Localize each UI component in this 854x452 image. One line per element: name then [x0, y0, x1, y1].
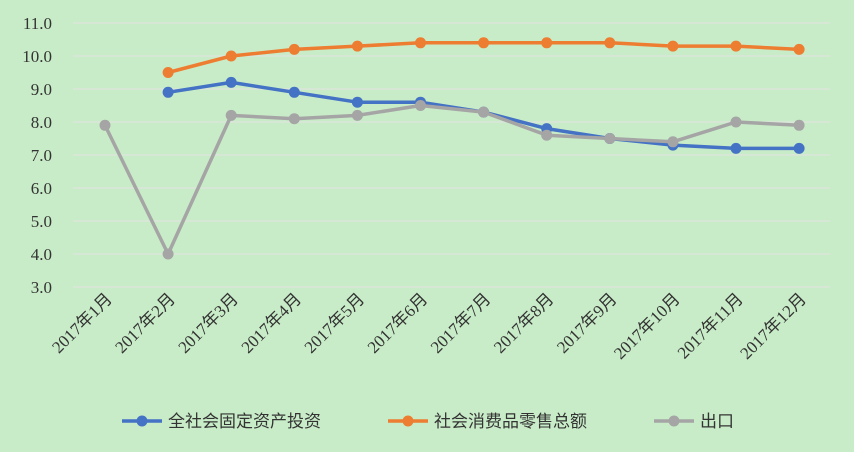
x-tick-label: 2017年7月	[427, 289, 495, 357]
data-point	[793, 119, 805, 131]
data-point	[604, 133, 616, 144]
y-tick-label: 5.0	[31, 212, 52, 231]
y-tick-label: 10.0	[22, 47, 52, 66]
series-2	[162, 37, 805, 78]
data-point	[225, 109, 237, 121]
x-tick-label: 2017年11月	[674, 289, 747, 362]
data-point	[478, 37, 490, 49]
legend-marker	[668, 415, 680, 427]
data-point	[351, 109, 363, 121]
y-axis: 3.0 4.0 5.0 6.0 7.0 8.0 9.0 10.0 11.0	[22, 14, 52, 297]
data-point	[667, 40, 679, 52]
data-point	[99, 119, 111, 131]
legend: 全社会固定资产投资 社会消费品零售总额 出口	[122, 412, 734, 431]
legend-item: 出口	[654, 412, 734, 431]
data-point	[162, 86, 174, 98]
x-tick-label: 2017年2月	[111, 289, 179, 357]
data-point	[541, 37, 553, 49]
series-lines	[99, 37, 805, 260]
data-point	[351, 96, 363, 108]
series-line	[103, 103, 800, 256]
data-point	[730, 40, 742, 52]
data-point	[415, 100, 426, 111]
data-point	[793, 43, 805, 55]
data-point	[541, 129, 553, 141]
series-3	[99, 100, 805, 260]
data-point	[478, 106, 490, 118]
x-tick-label: 2017年8月	[490, 289, 558, 357]
y-tick-label: 9.0	[31, 80, 52, 99]
data-point	[667, 136, 679, 148]
x-tick-label: 2017年3月	[174, 289, 242, 357]
y-tick-label: 6.0	[31, 179, 52, 198]
data-point	[415, 37, 426, 49]
data-point	[793, 142, 805, 154]
gridlines	[73, 22, 830, 288]
x-tick-label: 2017年12月	[736, 289, 810, 363]
x-tick-label: 2017年1月	[48, 289, 116, 357]
legend-marker	[402, 415, 414, 427]
y-tick-label: 4.0	[31, 245, 52, 264]
legend-marker	[136, 415, 148, 427]
y-tick-label: 7.0	[31, 146, 52, 165]
data-point	[351, 40, 363, 52]
x-tick-label: 2017年5月	[301, 289, 369, 357]
data-point	[288, 86, 300, 98]
data-point	[225, 50, 237, 62]
legend-item: 全社会固定资产投资	[122, 412, 321, 431]
y-tick-label: 3.0	[31, 278, 52, 297]
legend-label: 社会消费品零售总额	[434, 412, 587, 431]
legend-label: 出口	[700, 412, 734, 431]
data-point	[162, 67, 174, 78]
x-tick-label: 2017年6月	[364, 289, 432, 357]
data-point	[604, 37, 616, 49]
y-tick-label: 11.0	[23, 14, 52, 33]
legend-item: 社会消费品零售总额	[388, 412, 587, 431]
data-point	[162, 248, 174, 260]
data-point	[730, 142, 742, 154]
data-point	[288, 43, 300, 55]
x-tick-label: 2017年10月	[610, 289, 684, 363]
x-tick-label: 2017年4月	[238, 289, 306, 357]
y-tick-label: 8.0	[31, 113, 52, 132]
legend-label: 全社会固定资产投资	[168, 412, 321, 431]
data-point	[288, 113, 300, 125]
data-point	[730, 116, 742, 128]
x-axis: 2017年1月2017年2月2017年3月2017年4月2017年5月2017年…	[48, 289, 810, 363]
data-point	[225, 76, 237, 88]
x-tick-label: 2017年9月	[553, 289, 621, 357]
